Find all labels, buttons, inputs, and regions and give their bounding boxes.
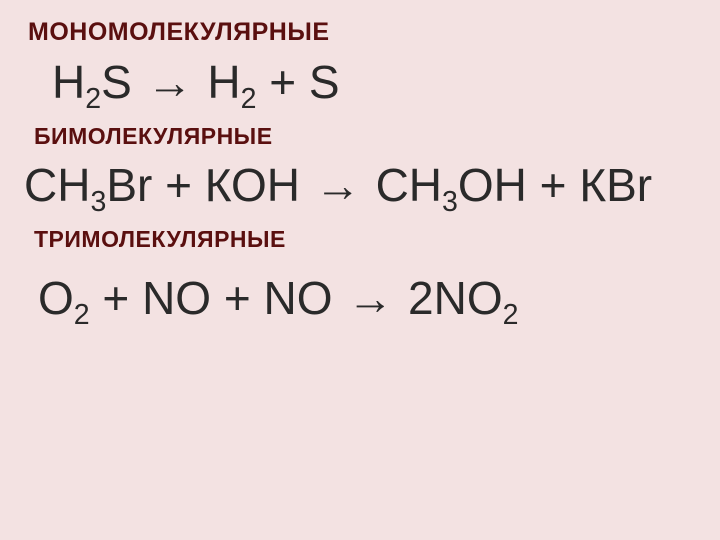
equation-text: H bbox=[52, 56, 85, 108]
equation-text: H bbox=[195, 56, 241, 108]
heading-trimolecular: ТРИМОЛЕКУЛЯРНЫЕ bbox=[34, 226, 720, 253]
arrow-icon: → bbox=[313, 158, 363, 212]
slide: МОНОМОЛЕКУЛЯРНЫЕ H2S → H2 + S БИМОЛЕКУЛЯ… bbox=[0, 0, 720, 540]
equation-subscript: 3 bbox=[90, 186, 106, 218]
equation-subscript: 2 bbox=[74, 299, 90, 331]
equation-text: СН bbox=[363, 159, 442, 211]
equation-subscript: 3 bbox=[442, 186, 458, 218]
heading-bimolecular: БИМОЛЕКУЛЯРНЫЕ bbox=[34, 123, 720, 150]
equation-text: СН bbox=[24, 159, 90, 211]
equation-text: S bbox=[101, 56, 144, 108]
equation-trimolecular: О2 + NО + NО → 2NО2 bbox=[38, 271, 720, 325]
heading-monomolecular: МОНОМОЛЕКУЛЯРНЫЕ bbox=[28, 18, 720, 47]
equation-text: 2NО bbox=[395, 272, 502, 324]
equation-text: О bbox=[38, 272, 74, 324]
equation-subscript: 2 bbox=[241, 83, 257, 115]
arrow-icon: → bbox=[345, 271, 395, 325]
equation-monomolecular: H2S → H2 + S bbox=[52, 55, 720, 109]
equation-bimolecular: СН3Вr + КОН → СН3ОН + КВr bbox=[24, 158, 720, 212]
equation-text: ОН + КВr bbox=[458, 159, 652, 211]
equation-text: + S bbox=[256, 56, 339, 108]
equation-text: + NО + NО bbox=[90, 272, 346, 324]
arrow-icon: → bbox=[145, 55, 195, 109]
equation-text: Вr + КОН bbox=[106, 159, 312, 211]
equation-subscript: 2 bbox=[503, 299, 519, 331]
equation-subscript: 2 bbox=[85, 83, 101, 115]
